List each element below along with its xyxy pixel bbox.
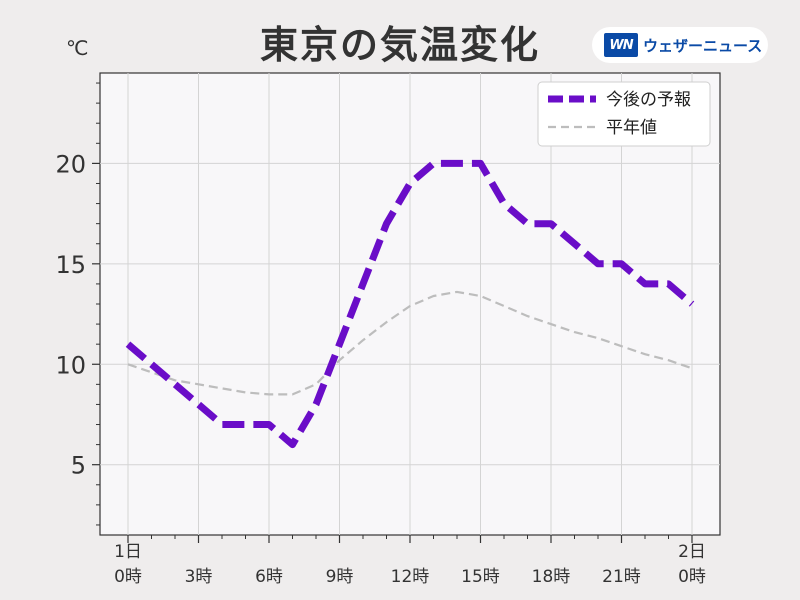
series-lines <box>125 159 695 449</box>
brand-name: ウェザーニュース <box>643 36 763 55</box>
legend-label: 平年値 <box>606 118 657 138</box>
x-tick-label: 6時 <box>255 567 283 587</box>
series-line-forecast <box>125 159 695 449</box>
x-tick-label: 9時 <box>326 567 354 587</box>
chart-title: 東京の気温変化 <box>259 23 540 67</box>
x-tick-label: 18時 <box>532 567 571 587</box>
x-tick-label: 12時 <box>391 567 430 587</box>
brand-badge: WN ウェザーニュース <box>592 27 768 63</box>
x-tick-label: 0時 <box>114 567 142 587</box>
legend-label: 今後の予報 <box>606 90 691 110</box>
y-tick-label: 10 <box>55 351 86 379</box>
y-axis-unit: ℃ <box>66 36 89 60</box>
x-tick-label: 2日 <box>678 542 706 562</box>
y-tick-label: 15 <box>55 251 86 279</box>
x-tick-label: 0時 <box>678 567 706 587</box>
x-axis-ticks: 1日 0時 3時 6時 9時 12時 15時 18時 21時 2日 0時 <box>114 535 706 587</box>
series-line-normal <box>127 290 693 396</box>
y-axis-ticks: 5 10 15 20 <box>55 82 100 526</box>
y-tick-label: 5 <box>71 452 86 480</box>
grid-lines <box>100 73 720 535</box>
y-tick-label: 20 <box>55 150 86 178</box>
x-tick-label: 21時 <box>602 567 641 587</box>
x-tick-label: 15時 <box>461 567 500 587</box>
x-tick-label: 1日 <box>114 542 142 562</box>
weathernews-logo-icon: WN <box>604 33 638 57</box>
x-tick-label: 3時 <box>185 567 213 587</box>
